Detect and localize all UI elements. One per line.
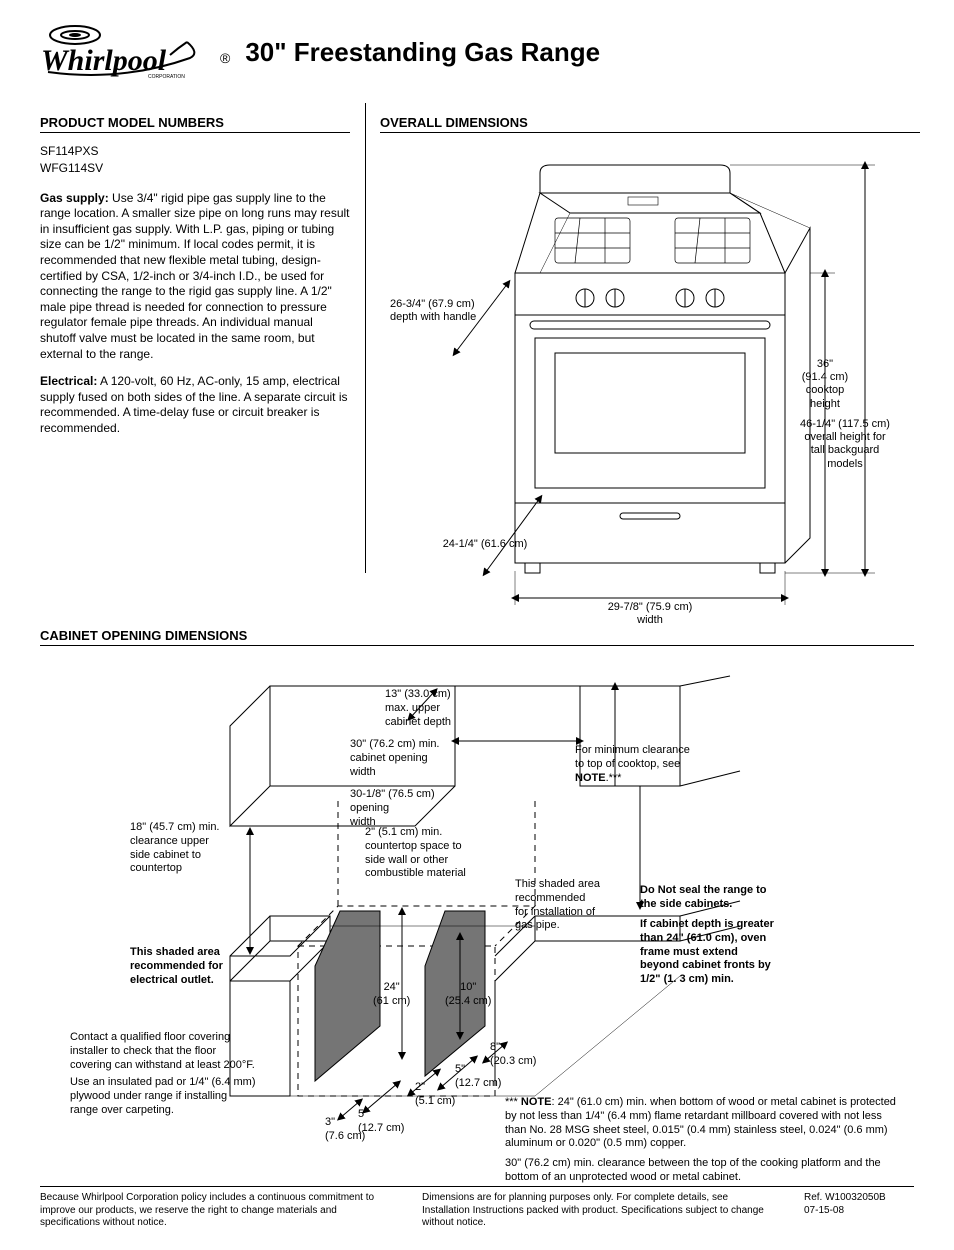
lbl-shaded-elec: This shaded area recommended for electri… <box>130 946 223 987</box>
gas-supply-text: Gas supply: Use 3/4" rigid pipe gas supp… <box>40 191 350 363</box>
lbl-opening-width: 30-1/8" (76.5 cm) opening width <box>350 788 435 829</box>
model-list: SF114PXS WFG114SV <box>40 143 350 177</box>
product-title: 30" Freestanding Gas Range <box>245 37 600 68</box>
footer-date: 07-15-08 <box>804 1205 914 1218</box>
dim-depth-handle: 26-3/4" (67.9 cm) depth with handle <box>390 298 510 324</box>
cabinet-heading: CABINET OPENING DIMENSIONS <box>40 628 914 646</box>
lbl-clearance-upper: 18" (45.7 cm) min. clearance upper side … <box>130 821 220 876</box>
lbl-3: 3" (7.6 cm) <box>325 1116 365 1144</box>
electrical-text: Electrical: A 120-volt, 60 Hz, AC-only, … <box>40 374 350 436</box>
dim-overall-height: 46-1/4" (117.5 cm) overall height for ta… <box>780 418 910 471</box>
overall-dimensions-diagram: 26-3/4" (67.9 cm) depth with handle 24-1… <box>380 143 920 623</box>
footer-right: Ref. W10032050B 07-15-08 <box>804 1192 914 1230</box>
footer: Because Whirlpool Corporation policy inc… <box>40 1186 914 1230</box>
model-number: SF114PXS <box>40 143 350 160</box>
header: Whirlpool CORPORATION ® 30" Freestanding… <box>40 20 914 95</box>
footer-ref: Ref. W10032050B <box>804 1192 914 1205</box>
lbl-floor-cover: Contact a qualified floor covering insta… <box>70 1031 255 1072</box>
models-heading: PRODUCT MODEL NUMBERS <box>40 115 350 133</box>
cabinet-diagram: 13" (33.0 cm) max. upper cabinet depth 3… <box>40 656 914 1176</box>
lbl-upper-cabinet-depth: 13" (33.0 cm) max. upper cabinet depth <box>385 688 451 729</box>
lbl-cabinet-depth-note: If cabinet depth is greater than 24" (61… <box>640 918 774 987</box>
dim-cooktop-height: 36" (91.4 cm) cooktop height <box>790 358 860 411</box>
lbl-10: 10" (25.4 cm) <box>445 981 491 1009</box>
model-number: WFG114SV <box>40 160 350 177</box>
svg-text:CORPORATION: CORPORATION <box>148 74 185 80</box>
electrical-label: Electrical: <box>40 374 97 388</box>
overall-dims-heading: OVERALL DIMENSIONS <box>380 115 920 133</box>
footer-left: Because Whirlpool Corporation policy inc… <box>40 1192 392 1230</box>
dim-width: 29-7/8" (75.9 cm) width <box>575 601 725 627</box>
dim-depth-body: 24-1/4" (61.6 cm) <box>430 538 540 551</box>
lbl-2: 2" (5.1 cm) <box>415 1081 455 1109</box>
registered-mark: ® <box>220 50 230 66</box>
right-column: OVERALL DIMENSIONS <box>380 115 920 623</box>
gas-supply-label: Gas supply: <box>40 191 109 205</box>
lbl-countertop-space: 2" (5.1 cm) min. countertop space to sid… <box>365 826 466 881</box>
lbl-do-not-seal: Do Not seal the range to the side cabine… <box>640 884 767 912</box>
footer-mid: Dimensions are for planning purposes onl… <box>422 1192 774 1230</box>
lbl-24: 24" (61 cm) <box>373 981 410 1009</box>
note-24in: *** NOTE: 24" (61.0 cm) min. when bottom… <box>505 1096 905 1185</box>
upper-section: PRODUCT MODEL NUMBERS SF114PXS WFG114SV … <box>40 115 914 623</box>
lbl-insulated-pad: Use an insulated pad or 1/4" (6.4 mm) pl… <box>70 1076 256 1117</box>
svg-text:Whirlpool: Whirlpool <box>41 44 167 77</box>
note-30in: 30" (76.2 cm) min. clearance between the… <box>505 1157 905 1185</box>
left-column: PRODUCT MODEL NUMBERS SF114PXS WFG114SV … <box>40 115 350 623</box>
lbl-min-clearance-top: For minimum clearance to top of cooktop,… <box>575 744 690 785</box>
whirlpool-logo: Whirlpool CORPORATION <box>40 20 205 95</box>
vertical-divider <box>365 103 366 573</box>
lbl-cabinet-opening-width: 30" (76.2 cm) min. cabinet opening width <box>350 738 440 779</box>
lbl-5a: 5" (12.7 cm) <box>455 1063 501 1091</box>
lbl-shaded-gas: This shaded area recommended for install… <box>515 878 600 933</box>
